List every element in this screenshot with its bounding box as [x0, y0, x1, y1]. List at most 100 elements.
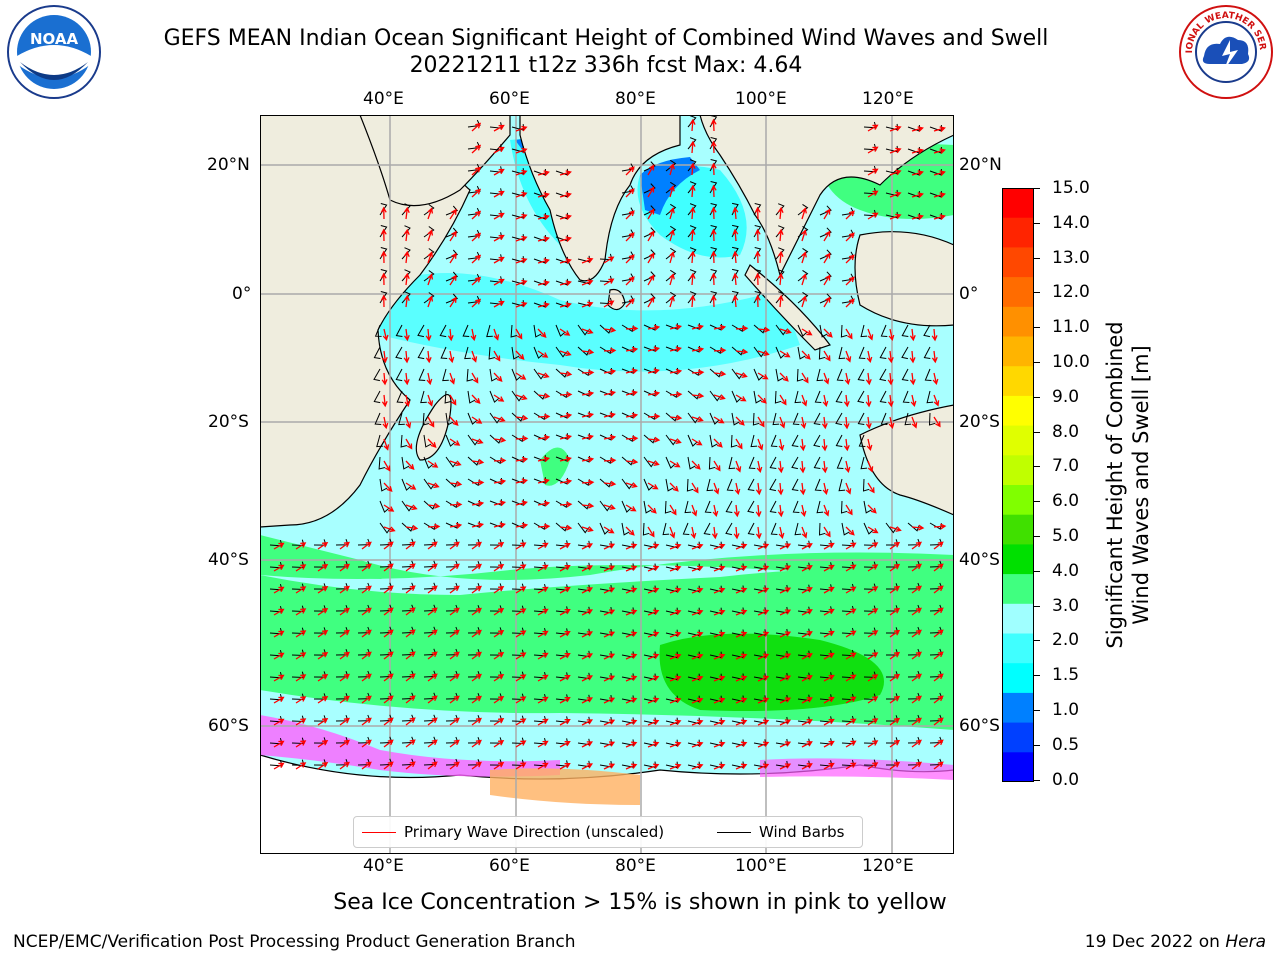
wave-direction-arrow — [361, 607, 372, 616]
colorbar-tick-label: 4.0 — [1052, 560, 1080, 581]
wind-barb — [725, 522, 733, 536]
wave-direction-arrow — [603, 631, 616, 638]
wave-direction-arrow — [537, 608, 549, 616]
wave-direction-arrow — [559, 587, 571, 594]
wave-direction-arrow — [625, 210, 635, 220]
wave-direction-arrow — [559, 478, 573, 485]
wave-direction-arrow — [779, 394, 787, 406]
wave-direction-arrow — [581, 526, 594, 532]
wave-direction-arrow — [427, 273, 434, 286]
wave-direction-arrow — [603, 434, 617, 441]
wind-barb — [747, 522, 755, 535]
wave-direction-arrow — [713, 460, 721, 472]
wind-barb — [748, 456, 756, 469]
wave-direction-arrow — [689, 162, 696, 176]
wave-direction-arrow — [669, 653, 682, 660]
wave-direction-arrow — [515, 630, 527, 638]
wave-direction-arrow — [669, 543, 682, 550]
wave-direction-arrow — [779, 675, 792, 682]
wind-barb — [901, 324, 909, 337]
wave-direction-arrow — [689, 184, 696, 198]
wave-direction-arrow — [537, 523, 551, 530]
wave-direction-arrow — [403, 294, 410, 308]
wave-direction-arrow — [405, 438, 413, 450]
wave-direction-arrow — [713, 587, 726, 594]
wave-direction-arrow — [427, 394, 434, 407]
wave-direction-arrow — [405, 460, 415, 470]
wave-direction-arrow — [867, 762, 879, 770]
wind-barb — [791, 456, 799, 470]
wave-direction-arrow — [757, 350, 770, 356]
wind-barb — [791, 434, 799, 447]
wave-direction-arrow — [889, 191, 902, 198]
wave-direction-arrow — [845, 696, 857, 704]
wind-barb — [445, 412, 454, 426]
wave-direction-arrow — [713, 482, 720, 495]
wind-barb — [599, 346, 612, 355]
wind-barb — [769, 478, 777, 492]
wave-direction-arrow — [756, 460, 763, 474]
sea-ice-caption: Sea Ice Concentration > 15% is shown in … — [333, 890, 947, 915]
wave-direction-arrow — [779, 697, 792, 704]
wind-barb — [857, 368, 865, 381]
wind-barb — [665, 225, 677, 238]
wave-direction-arrow — [625, 298, 635, 308]
wind-barb — [467, 412, 478, 425]
lat-label-left-60s: 60°S — [208, 716, 249, 736]
wave-direction-arrow — [471, 585, 482, 594]
wind-barb — [643, 205, 656, 216]
wave-direction-arrow — [911, 541, 923, 550]
wave-direction-arrow — [689, 272, 696, 286]
wave-direction-arrow — [559, 456, 572, 463]
wave-direction-arrow — [603, 526, 615, 534]
wave-direction-arrow — [515, 328, 523, 340]
colorbar-swatch — [1002, 306, 1034, 337]
wind-barb — [445, 500, 458, 509]
wave-direction-arrow — [559, 565, 571, 572]
wave-direction-arrow — [427, 673, 438, 682]
wave-direction-arrow — [867, 630, 879, 638]
wave-direction-arrow — [845, 564, 857, 572]
wave-direction-arrow — [823, 674, 835, 682]
wave-direction-arrow — [867, 542, 879, 550]
wind-barb — [665, 390, 678, 398]
wave-direction-arrow — [779, 609, 792, 616]
lon-label-bottom-120e: 120°E — [862, 856, 914, 876]
wave-direction-arrow — [515, 372, 527, 380]
wave-direction-arrow — [909, 328, 916, 342]
wave-direction-arrow — [383, 717, 394, 726]
wind-barb — [373, 368, 381, 382]
wave-direction-arrow — [647, 587, 660, 594]
colorbar-swatch — [1002, 217, 1034, 248]
wave-direction-arrow — [559, 631, 571, 638]
wave-direction-arrow — [537, 564, 549, 572]
wind-barb — [791, 478, 799, 491]
wave-direction-arrow — [801, 675, 813, 682]
wave-direction-arrow — [603, 763, 616, 770]
wind-barb — [511, 346, 520, 360]
wind-barb — [769, 456, 777, 469]
wave-direction-arrow — [713, 675, 726, 682]
wave-direction-arrow — [603, 543, 616, 550]
colorbar-swatch — [1002, 425, 1034, 456]
wave-direction-arrow — [625, 188, 635, 198]
wave-direction-arrow — [691, 416, 704, 422]
wind-barb — [533, 324, 542, 338]
wind-barb — [467, 390, 476, 404]
wave-direction-arrow — [471, 479, 485, 486]
wave-direction-arrow — [603, 587, 616, 594]
lat-label-right-20n: 20°N — [959, 155, 1002, 175]
wave-direction-arrow — [515, 350, 525, 360]
wave-direction-arrow — [889, 563, 901, 572]
wave-direction-arrow — [405, 673, 416, 682]
wave-direction-arrow — [691, 504, 698, 517]
wave-direction-arrow — [931, 350, 938, 364]
wind-barb — [926, 390, 934, 404]
wave-direction-arrow — [405, 563, 416, 572]
wave-direction-arrow — [757, 326, 771, 333]
colorbar-tick-label: 13.0 — [1052, 247, 1090, 268]
wave-direction-arrow — [735, 416, 745, 426]
wave-direction-arrow — [537, 350, 549, 358]
wave-direction-arrow — [713, 394, 726, 400]
wave-direction-arrow — [603, 347, 617, 354]
